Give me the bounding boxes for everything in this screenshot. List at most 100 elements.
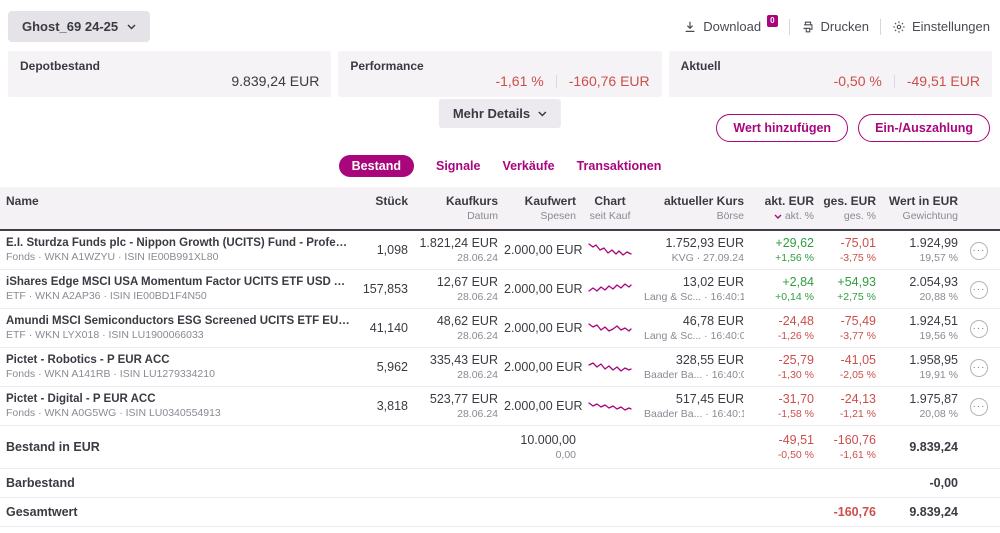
akt-pct: -1,58 %	[750, 408, 814, 420]
total-ges-eur: -160,76	[820, 433, 876, 447]
akt-eur-value: +29,62	[750, 236, 814, 250]
more-details-button[interactable]: Mehr Details	[439, 99, 561, 128]
total-ges-pct: -1,61 %	[820, 449, 876, 461]
fund-name[interactable]: iShares Edge MSCI USA Momentum Factor UC…	[6, 276, 352, 288]
tab-bestand[interactable]: Bestand	[339, 155, 414, 177]
kaufkurs-value: 48,62 EUR	[414, 314, 498, 328]
ellipsis-menu-icon: ···	[970, 281, 988, 299]
download-button[interactable]: Download 0	[683, 19, 777, 34]
row-menu-button[interactable]: ···	[964, 358, 994, 377]
akt-eur-value: -25,79	[750, 353, 814, 367]
top-actions: Download 0 Drucken Einstellungen	[683, 19, 990, 35]
fund-name[interactable]: Amundi MSCI Semiconductors ESG Screened …	[6, 315, 352, 327]
tab-signale[interactable]: Signale	[436, 159, 480, 173]
table-row[interactable]: Amundi MSCI Semiconductors ESG Screened …	[0, 309, 1000, 348]
akt-kurs-value: 13,02 EUR	[644, 275, 744, 289]
table-header: Name Stück Kaufkurs Datum Kaufwert Spese…	[0, 187, 1000, 231]
settings-button[interactable]: Einstellungen	[892, 19, 990, 34]
table-row[interactable]: iShares Edge MSCI USA Momentum Factor UC…	[0, 270, 1000, 309]
table-row[interactable]: E.I. Sturdza Funds plc - Nippon Growth (…	[0, 231, 1000, 270]
akt-eur-cell: -24,48 -1,26 %	[750, 314, 814, 342]
ges-eur-value: -75,49	[820, 314, 876, 328]
akt-eur-value: +2,84	[750, 275, 814, 289]
account-selector-label: Ghost_69 24-25	[22, 19, 118, 34]
total-kaufwert: 10.000,00	[504, 433, 576, 447]
download-icon	[683, 20, 697, 34]
akt-kurs-value: 328,55 EUR	[644, 353, 744, 367]
kaufkurs-cell: 12,67 EUR 28.06.24	[414, 275, 498, 303]
akt-kurs-value: 46,78 EUR	[644, 314, 744, 328]
add-value-button[interactable]: Wert hinzufügen	[716, 114, 848, 142]
row-menu-button[interactable]: ···	[964, 241, 994, 260]
tab-transaktionen[interactable]: Transaktionen	[577, 159, 662, 173]
total-wert: 9.839,24	[882, 440, 958, 454]
row-menu-button[interactable]: ···	[964, 280, 994, 299]
kaufwert-value: 2.000,00 EUR	[504, 243, 576, 257]
total-kaufwert-cell: 10.000,00 0,00	[504, 433, 576, 461]
ges-eur-cell: -75,01 -3,75 %	[820, 236, 876, 264]
aktuell-percent: -0,50 %	[834, 73, 882, 89]
col-ges-eur: ges. EUR ges. %	[820, 194, 876, 222]
kauf-datum: 28.06.24	[414, 291, 498, 303]
wert-cell: 1.975,87 20,08 %	[882, 392, 958, 420]
total-spesen: 0,00	[504, 449, 576, 461]
kaufkurs-value: 12,67 EUR	[414, 275, 498, 289]
ges-pct: -2,05 %	[820, 369, 876, 381]
fund-name-cell: Amundi MSCI Semiconductors ESG Screened …	[6, 315, 352, 341]
akt-pct: +1,56 %	[750, 252, 814, 264]
kauf-datum: 28.06.24	[414, 408, 498, 420]
sparkline-chart	[582, 318, 638, 339]
total-label: Gesamtwert	[6, 505, 352, 519]
table-row[interactable]: Pictet - Digital - P EUR ACC Fonds · WKN…	[0, 387, 1000, 426]
deposit-withdraw-button[interactable]: Ein-/Auszahlung	[858, 114, 990, 142]
row-menu-button[interactable]: ···	[964, 397, 994, 416]
ges-eur-value: -41,05	[820, 353, 876, 367]
depot-card: Depotbestand 9.839,24 EUR	[8, 51, 331, 97]
total-akt-pct: -0,50 %	[750, 449, 814, 461]
kauf-datum: 28.06.24	[414, 330, 498, 342]
account-selector[interactable]: Ghost_69 24-25	[8, 11, 150, 42]
akt-eur-value: -24,48	[750, 314, 814, 328]
col-name: Name	[6, 194, 352, 208]
akt-kurs-value: 1.752,93 EUR	[644, 236, 744, 250]
print-button[interactable]: Drucken	[801, 19, 869, 34]
depot-card-label: Depotbestand	[20, 59, 319, 73]
ges-eur-cell: -41,05 -2,05 %	[820, 353, 876, 381]
sparkline-chart	[582, 279, 638, 300]
col-kaufwert: Kaufwert Spesen	[504, 194, 576, 222]
divider	[789, 19, 790, 35]
akt-pct: +0,14 %	[750, 291, 814, 303]
summary-cards: Depotbestand 9.839,24 EUR Performance -1…	[0, 51, 1000, 97]
gewichtung: 19,56 %	[882, 330, 958, 342]
kaufwert-value: 2.000,00 EUR	[504, 399, 576, 413]
gesamt-ges-eur: -160,76	[820, 505, 876, 519]
aktuell-card-label: Aktuell	[681, 59, 980, 73]
middle-band: Mehr Details Wert hinzufügen Ein-/Auszah…	[0, 97, 1000, 145]
ellipsis-menu-icon: ···	[970, 359, 988, 377]
divider	[556, 75, 557, 88]
row-menu-button[interactable]: ···	[964, 319, 994, 338]
fund-name[interactable]: Pictet - Digital - P EUR ACC	[6, 393, 352, 405]
table-row[interactable]: Pictet - Robotics - P EUR ACC Fonds · WK…	[0, 348, 1000, 387]
more-details-label: Mehr Details	[453, 106, 530, 121]
fund-name[interactable]: Pictet - Robotics - P EUR ACC	[6, 354, 352, 366]
akt-eur-value: -31,70	[750, 392, 814, 406]
boerse: KVG · 27.09.24	[644, 252, 744, 264]
stueck-value: 3,818	[358, 399, 408, 413]
performance-percent: -1,61 %	[495, 73, 543, 89]
gewichtung: 19,57 %	[882, 252, 958, 264]
boerse: Baader Ba... · 16:40:04	[644, 369, 744, 381]
performance-card-label: Performance	[350, 59, 649, 73]
col-akt-eur[interactable]: akt. EUR akt. %	[750, 194, 814, 222]
kauf-datum: 28.06.24	[414, 369, 498, 381]
printer-icon	[801, 20, 815, 34]
boerse: Lang & Sc... · 16:40:11	[644, 291, 744, 303]
total-akt-eur: -49,51	[750, 433, 814, 447]
tab-verkaeufe[interactable]: Verkäufe	[502, 159, 554, 173]
wert-value: 1.958,95	[882, 353, 958, 367]
col-stueck: Stück	[358, 194, 408, 208]
total-label: Barbestand	[6, 476, 352, 490]
wert-value: 2.054,93	[882, 275, 958, 289]
fund-name-cell: E.I. Sturdza Funds plc - Nippon Growth (…	[6, 237, 352, 263]
fund-name[interactable]: E.I. Sturdza Funds plc - Nippon Growth (…	[6, 237, 352, 249]
